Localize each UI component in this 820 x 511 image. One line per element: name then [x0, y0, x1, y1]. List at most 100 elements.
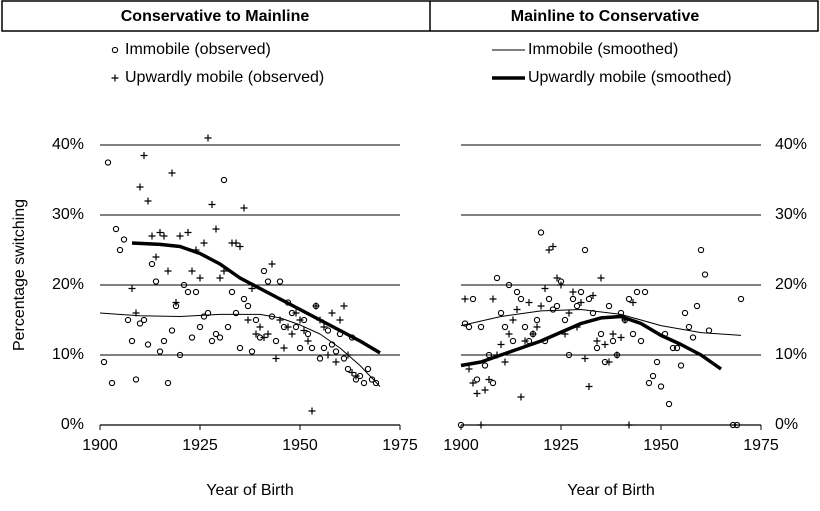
scatter-point [457, 421, 465, 429]
scatter-point [184, 229, 192, 236]
y-tick-label: 30% [775, 206, 807, 223]
scatter-point [260, 267, 268, 275]
scatter-point [549, 243, 557, 250]
scatter-point [545, 246, 553, 254]
scatter-point [513, 288, 521, 296]
y-tick-label: 0% [61, 416, 84, 433]
scatter-point [489, 295, 497, 303]
scatter-point [505, 330, 513, 338]
scatter-point [589, 309, 597, 317]
legend-swatch [111, 74, 119, 82]
y-tick-label: 40% [775, 136, 807, 153]
scatter-point [292, 309, 300, 317]
scatter-point [272, 355, 280, 362]
scatter-point [200, 313, 208, 320]
scatter-point [324, 351, 332, 359]
scatter-point [148, 232, 156, 240]
scatter-point [244, 302, 252, 310]
scatter-point [633, 288, 641, 296]
scatter-point [653, 358, 661, 366]
scatter-point [525, 299, 533, 306]
scatter-point [557, 281, 565, 289]
scatter-point [477, 421, 485, 429]
x-tick-label: 1925 [182, 437, 218, 454]
scatter-point [344, 365, 352, 373]
scatter-point [553, 274, 561, 282]
scatter-point [140, 316, 148, 324]
scatter-point [733, 421, 741, 429]
scatter-point [629, 330, 637, 338]
scatter-point [641, 288, 649, 296]
scatter-point [669, 344, 677, 352]
scatter-point [368, 376, 376, 383]
legend-label: Upwardly mobile (observed) [125, 69, 324, 86]
scatter-point [509, 337, 517, 345]
y-tick-label: 30% [52, 206, 84, 223]
y-axis-label: Percentage switching [11, 199, 28, 351]
scatter-point [497, 341, 505, 348]
scatter-point [320, 344, 328, 352]
scatter-point [533, 323, 541, 331]
scatter-point [160, 232, 168, 240]
scatter-point [216, 334, 224, 341]
scatter-point [224, 323, 232, 331]
scatter-point [541, 285, 549, 292]
scatter-point [613, 351, 621, 359]
scatter-point [304, 337, 312, 345]
scatter-point [605, 358, 613, 366]
scatter-point [465, 365, 473, 373]
scatter-point [501, 323, 509, 331]
scatter-point [629, 299, 637, 306]
scatter-point [701, 271, 709, 278]
scatter-point [677, 362, 685, 369]
scatter-point [625, 421, 633, 429]
scatter-point [100, 358, 108, 366]
x-axis-label: Year of Birth [567, 482, 654, 499]
scatter-point [489, 379, 497, 387]
legend-label: Immobile (observed) [125, 41, 271, 58]
scatter-point [332, 358, 340, 366]
scatter-point [204, 309, 212, 317]
smoothed-line [460, 314, 723, 371]
scatter-point [108, 379, 116, 387]
scatter-point [200, 239, 208, 247]
scatter-point [521, 323, 529, 331]
scatter-point [292, 323, 300, 331]
scatter-point [144, 197, 152, 205]
scatter-point [160, 337, 168, 345]
scatter-point [481, 386, 489, 394]
scatter-point [545, 295, 553, 303]
scatter-point [136, 183, 144, 191]
scatter-point [312, 302, 320, 310]
scatter-point [260, 334, 268, 341]
scatter-point [336, 316, 344, 324]
scatter-point [505, 281, 513, 289]
scatter-point [256, 323, 264, 331]
smoothed-line [460, 309, 742, 336]
scatter-point [228, 288, 236, 296]
scatter-point [340, 355, 348, 362]
scatter-point [537, 302, 545, 310]
scatter-point [280, 344, 288, 352]
scatter-point [196, 323, 204, 331]
scatter-point [124, 316, 132, 324]
scatter-point [513, 306, 521, 313]
scatter-point [645, 379, 653, 387]
scatter-point [529, 330, 537, 338]
scatter-point [136, 320, 144, 327]
scatter-point [176, 351, 184, 359]
scatter-point [168, 327, 176, 334]
scatter-point [272, 337, 280, 345]
scatter-point [601, 341, 609, 348]
scatter-point [284, 323, 292, 331]
scatter-point [144, 341, 152, 348]
scatter-point [248, 348, 256, 355]
scatter-point [156, 348, 164, 355]
scatter-point [473, 376, 481, 383]
scatter-point [128, 285, 136, 292]
scatter-point [116, 246, 124, 254]
scatter-point [120, 236, 128, 243]
scatter-point [332, 348, 340, 355]
scatter-point [164, 379, 172, 387]
scatter-point [685, 323, 693, 331]
